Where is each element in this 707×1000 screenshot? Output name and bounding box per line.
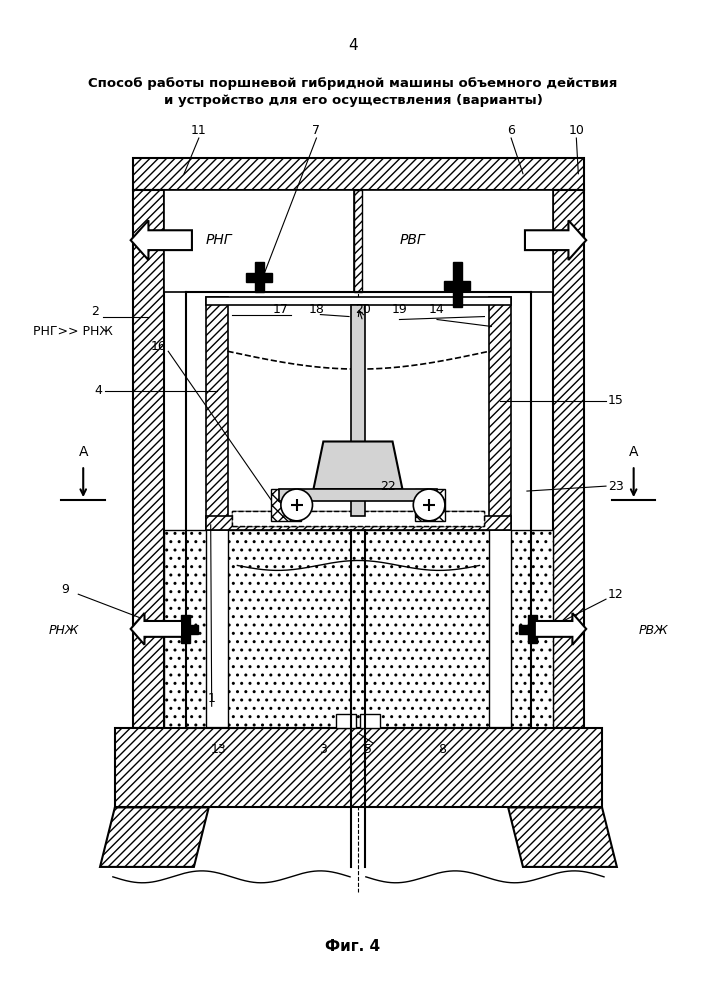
Circle shape <box>281 489 312 521</box>
Text: РНЖ: РНЖ <box>48 624 78 637</box>
Bar <box>164 530 206 728</box>
Text: РВГ: РВГ <box>399 233 425 247</box>
Text: А: А <box>629 445 638 459</box>
Text: 8: 8 <box>438 743 446 756</box>
Bar <box>173 625 198 634</box>
Bar <box>354 190 362 292</box>
Text: 16: 16 <box>151 340 166 353</box>
Text: 2: 2 <box>91 305 99 318</box>
Polygon shape <box>131 613 182 645</box>
Text: 19: 19 <box>392 303 407 316</box>
Bar <box>206 297 511 305</box>
Text: и устройство для его осуществления (варианты): и устройство для его осуществления (вари… <box>163 94 542 107</box>
Bar <box>351 305 365 516</box>
Polygon shape <box>525 220 586 260</box>
Bar <box>528 615 537 643</box>
Text: 20: 20 <box>355 303 371 316</box>
Bar <box>233 511 484 526</box>
Bar <box>228 530 489 728</box>
Bar <box>233 511 484 526</box>
Bar <box>337 714 356 728</box>
Text: Способ работы поршневой гибридной машины объемного действия: Способ работы поршневой гибридной машины… <box>88 77 618 90</box>
Bar <box>133 728 584 756</box>
Polygon shape <box>508 807 617 867</box>
Text: 17: 17 <box>273 303 288 316</box>
Bar <box>255 262 264 292</box>
Polygon shape <box>131 220 192 260</box>
Text: 10: 10 <box>568 124 584 137</box>
Polygon shape <box>100 807 209 867</box>
Bar <box>206 516 511 530</box>
Text: 23: 23 <box>608 480 624 493</box>
Bar <box>444 281 469 290</box>
Bar <box>511 530 553 728</box>
Bar <box>360 714 380 728</box>
Bar <box>489 297 511 530</box>
Text: РНГ: РНГ <box>205 233 232 247</box>
Text: 15: 15 <box>608 394 624 407</box>
Bar <box>246 273 272 282</box>
Bar <box>133 190 164 756</box>
Bar <box>115 728 602 807</box>
Text: 5: 5 <box>364 743 372 756</box>
Text: 7: 7 <box>312 124 320 137</box>
Bar <box>415 489 445 521</box>
Bar <box>553 190 584 756</box>
Text: 1: 1 <box>208 692 216 705</box>
Bar <box>164 190 354 292</box>
Bar <box>181 615 190 643</box>
Text: 3: 3 <box>320 743 327 756</box>
Polygon shape <box>313 441 402 489</box>
Text: РВЖ: РВЖ <box>638 624 668 637</box>
Polygon shape <box>534 613 586 645</box>
Text: 12: 12 <box>608 588 624 601</box>
Bar <box>271 489 300 521</box>
Text: 14: 14 <box>429 303 445 316</box>
Bar <box>452 262 462 307</box>
Text: 22: 22 <box>380 480 395 493</box>
Text: 4: 4 <box>94 384 102 397</box>
Text: А: А <box>78 445 88 459</box>
Text: 6: 6 <box>507 124 515 137</box>
Bar <box>519 625 544 634</box>
Text: 9: 9 <box>62 583 69 596</box>
Circle shape <box>414 489 445 521</box>
Text: 13: 13 <box>211 743 226 756</box>
Bar <box>133 158 584 190</box>
Text: Фиг. 4: Фиг. 4 <box>325 939 380 954</box>
Bar <box>362 190 553 292</box>
Bar <box>206 297 228 530</box>
Text: 11: 11 <box>191 124 206 137</box>
Text: РНГ>> РНЖ: РНГ>> РНЖ <box>33 325 113 338</box>
Text: 18: 18 <box>308 303 325 316</box>
Bar <box>279 489 437 501</box>
Text: 4: 4 <box>348 38 358 53</box>
